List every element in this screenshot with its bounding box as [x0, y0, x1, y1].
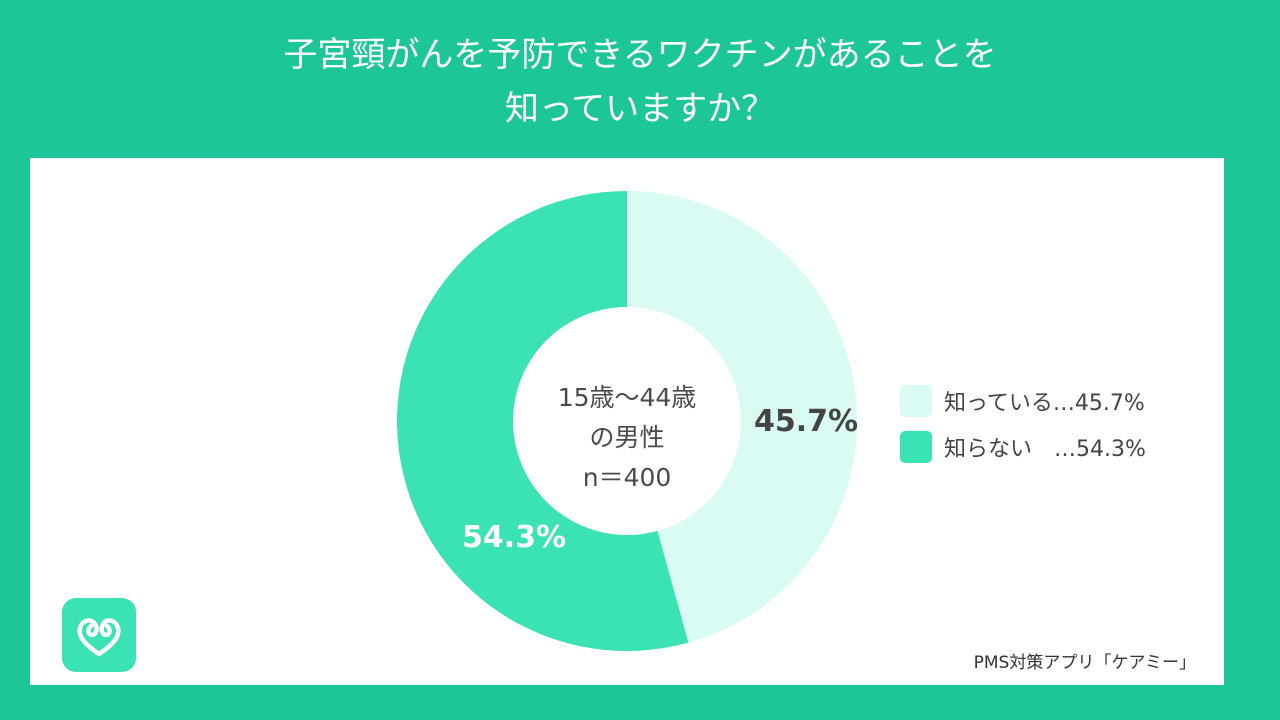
chart-title: 子宮頸がんを予防できるワクチンがあることを 知っていますか？ — [0, 28, 1280, 136]
legend-item-unknown: 知らない …54.3% — [900, 429, 1146, 465]
data-label-unknown: 54.3% — [462, 520, 567, 555]
title-line-1: 子宮頸がんを予防できるワクチンがあることを — [283, 35, 997, 75]
donut-chart — [396, 191, 857, 651]
data-label-known: 45.7% — [754, 404, 859, 439]
legend: 知っている…45.7% 知らない …54.3% — [900, 383, 1146, 475]
donut-slice-unknown — [396, 191, 689, 651]
center-line-2: の男性 — [589, 423, 665, 452]
heart-logo-icon — [62, 598, 136, 672]
center-line-3: n＝400 — [582, 463, 672, 492]
legend-swatch-known — [900, 385, 932, 417]
title-line-2: 知っていますか？ — [504, 89, 776, 129]
donut-center-label: 15歳〜44歳 の男性 n＝400 — [557, 378, 697, 498]
legend-label-unknown: 知らない …54.3% — [944, 437, 1146, 462]
donut-slice-known — [627, 191, 857, 643]
legend-label-known: 知っている…45.7% — [944, 391, 1145, 416]
source-credit: PMS対策アプリ「ケアミー」 — [973, 653, 1196, 673]
chart-card: 15歳〜44歳 の男性 n＝400 45.7% 54.3% 知っている…45.7… — [30, 158, 1224, 685]
center-line-1: 15歳〜44歳 — [557, 383, 697, 412]
legend-item-known: 知っている…45.7% — [900, 383, 1146, 419]
legend-swatch-unknown — [900, 431, 932, 463]
